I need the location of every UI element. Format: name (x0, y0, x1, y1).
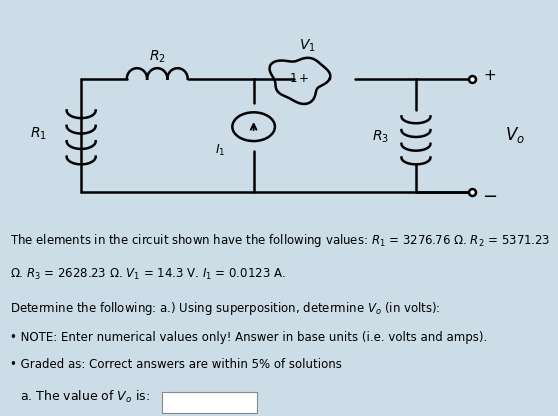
Text: $V_o$: $V_o$ (505, 125, 525, 145)
Text: a. The value of $V_o$ is:: a. The value of $V_o$ is: (20, 389, 150, 405)
Text: $-$: $-$ (482, 186, 497, 204)
Text: Ω. $R_3$ = 2628.23 Ω. $V_1$ = 14.3 V. $I_1$ = 0.0123 A.: Ω. $R_3$ = 2628.23 Ω. $V_1$ = 14.3 V. $I… (10, 267, 286, 282)
FancyBboxPatch shape (162, 392, 257, 413)
Text: $+$: $+$ (483, 68, 496, 83)
Text: $R_2$: $R_2$ (149, 48, 166, 65)
Text: The elements in the circuit shown have the following values: $R_1$ = 3276.76 Ω. : The elements in the circuit shown have t… (10, 232, 550, 249)
Text: $R_3$: $R_3$ (372, 129, 389, 145)
Text: • NOTE: Enter numerical values only! Answer in base units (i.e. volts and amps).: • NOTE: Enter numerical values only! Ans… (10, 331, 487, 344)
Text: Determine the following: a.) Using superposition, determine $V_o$ (in volts):: Determine the following: a.) Using super… (10, 300, 441, 317)
Text: $I_1$: $I_1$ (215, 143, 226, 158)
Text: • Graded as: Correct answers are within 5% of solutions: • Graded as: Correct answers are within … (10, 358, 342, 371)
Text: $V_1$: $V_1$ (299, 38, 315, 54)
Text: $R_1$: $R_1$ (30, 125, 46, 142)
Text: $1+$: $1+$ (289, 72, 310, 85)
